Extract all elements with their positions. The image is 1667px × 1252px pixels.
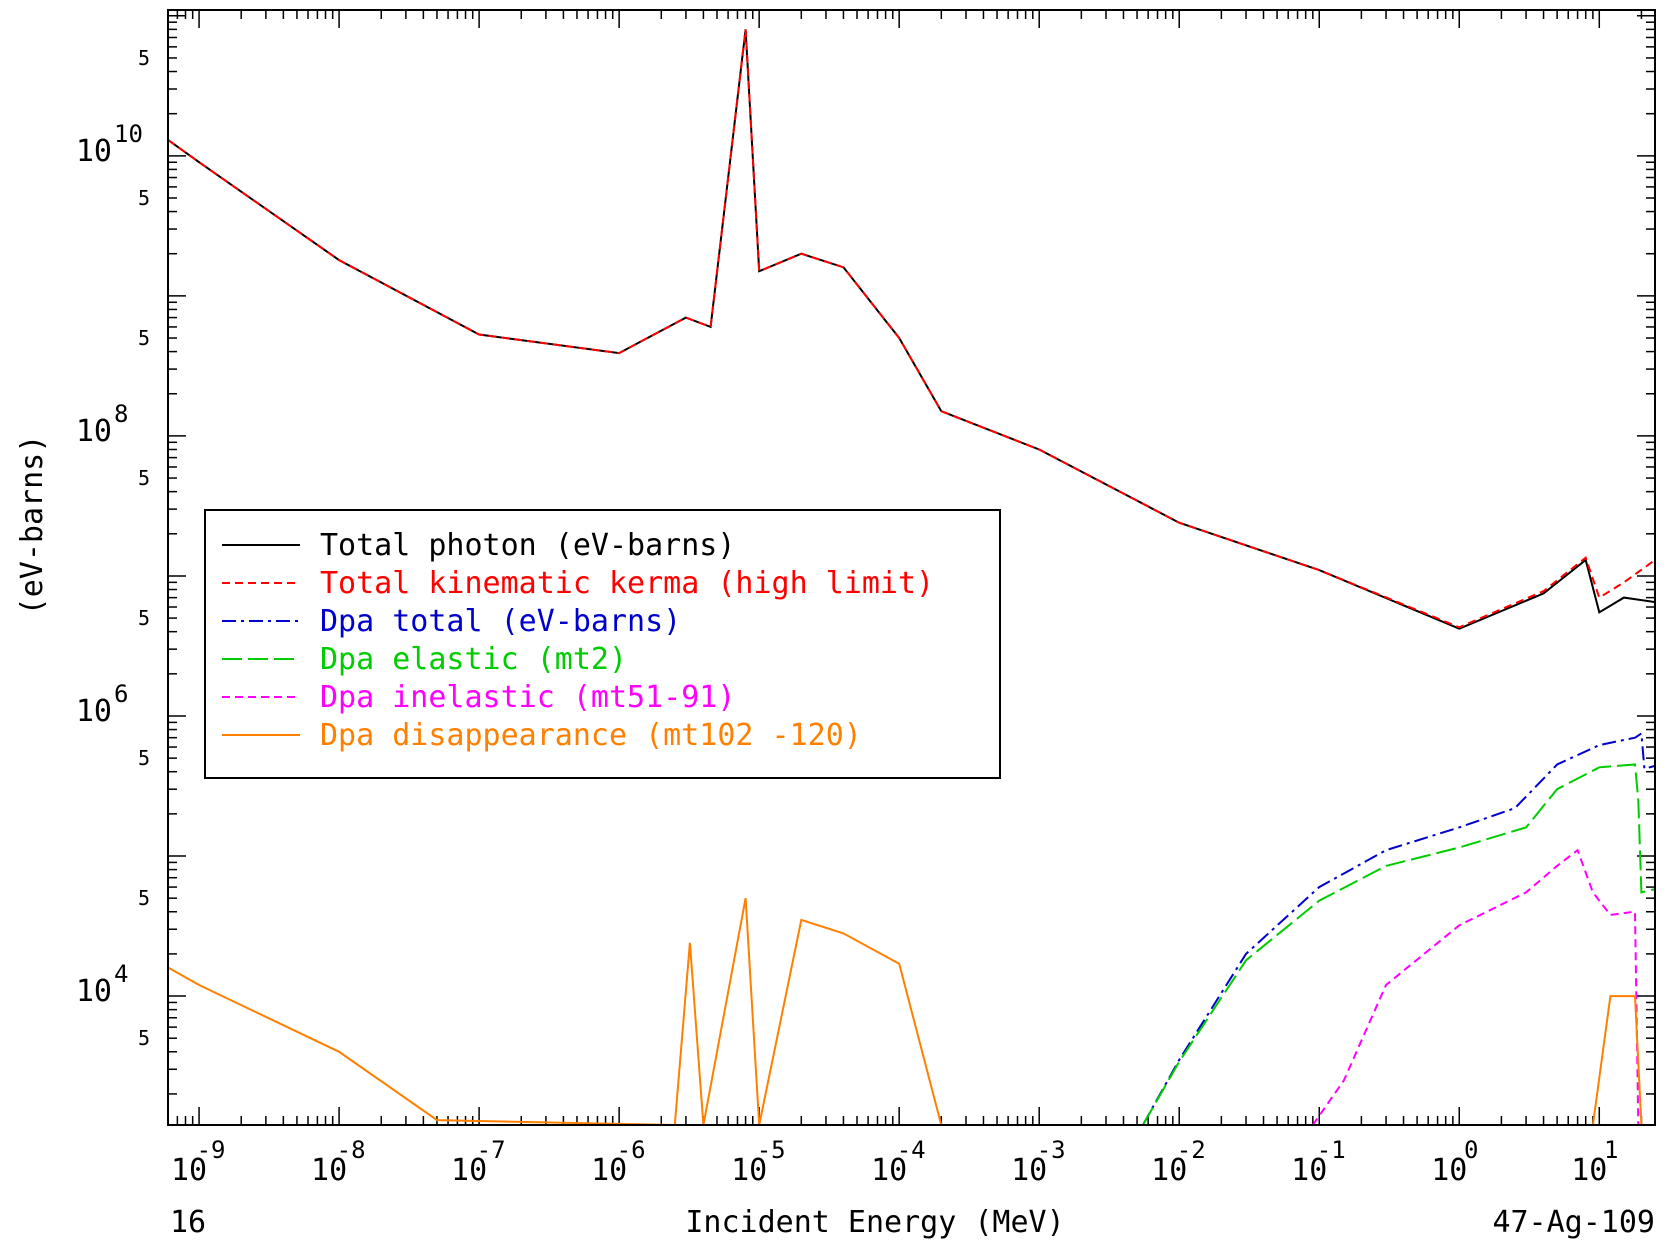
x-tick-label-base: 10 [171, 1153, 207, 1188]
x-tick-label-base: 10 [1151, 1153, 1187, 1188]
y-minor-label: 5 [138, 606, 150, 630]
x-tick-label-base: 10 [591, 1153, 627, 1188]
y-tick-label-exp: 6 [114, 680, 128, 708]
legend-box [204, 509, 1001, 779]
legend-label: Dpa elastic (mt2) [320, 642, 627, 677]
series-line-5 [168, 898, 1643, 1125]
x-tick-label-exp: 1 [1604, 1136, 1618, 1164]
footer-right: 47-Ag-109 [1492, 1205, 1655, 1240]
x-axis-label: Incident Energy (MeV) [685, 1205, 1064, 1240]
x-tick-label-base: 10 [871, 1153, 907, 1188]
y-minor-label: 5 [138, 46, 150, 70]
x-tick-label-base: 10 [1571, 1153, 1607, 1188]
x-tick-label-exp: -1 [1317, 1136, 1346, 1164]
series-line-3 [1142, 763, 1655, 1125]
y-minor-label: 5 [138, 746, 150, 770]
y-tick-label-base: 10 [76, 694, 112, 729]
x-tick-label-exp: -3 [1037, 1136, 1066, 1164]
axis-ticks [167, 10, 1655, 1125]
y-minor-label: 5 [138, 466, 150, 490]
legend-label: Dpa disappearance (mt102 -120) [320, 718, 862, 753]
x-tick-label-exp: -5 [757, 1136, 786, 1164]
x-tick-label-exp: -9 [197, 1136, 226, 1164]
x-tick-label-base: 10 [731, 1153, 767, 1188]
x-tick-label-base: 10 [451, 1153, 487, 1188]
x-tick-label-base: 10 [1011, 1153, 1047, 1188]
y-axis-label: (eV-barns) [15, 435, 50, 616]
y-tick-label-base: 10 [76, 974, 112, 1009]
x-tick-labels: 10-910-810-710-610-510-410-310-210-11001… [171, 1136, 1619, 1188]
series-line-1 [168, 29, 1655, 629]
legend: Total photon (eV-barns)Total kinematic k… [204, 509, 1001, 779]
y-minor-label: 5 [138, 326, 150, 350]
legend-label: Total kinematic kerma (high limit) [320, 566, 934, 601]
y-minor-label: 5 [138, 186, 150, 210]
y-tick-label-base: 10 [76, 414, 112, 449]
y-minor-label: 5 [138, 886, 150, 910]
plot-frame [167, 9, 1656, 1126]
footer-left: 16 [170, 1205, 206, 1240]
x-tick-label-exp: -6 [617, 1136, 646, 1164]
x-tick-label-exp: -2 [1177, 1136, 1206, 1164]
x-tick-label-exp: -7 [477, 1136, 506, 1164]
series-line-2 [1142, 731, 1655, 1125]
x-tick-label-exp: -8 [337, 1136, 366, 1164]
series-line-4 [1311, 848, 1640, 1125]
x-tick-label-base: 10 [1431, 1153, 1467, 1188]
x-tick-label-exp: 0 [1464, 1136, 1478, 1164]
y-minor-label: 5 [138, 1026, 150, 1050]
y-tick-label-exp: 4 [114, 960, 128, 988]
y-tick-label-exp: 10 [114, 120, 143, 148]
x-tick-label-exp: -4 [897, 1136, 926, 1164]
y-tick-label-exp: 8 [114, 400, 128, 428]
x-tick-label-base: 10 [1291, 1153, 1327, 1188]
y-tick-label-base: 10 [76, 134, 112, 169]
legend-label: Dpa inelastic (mt51-91) [320, 680, 735, 715]
legend-label: Total photon (eV-barns) [320, 528, 735, 563]
series-layer [168, 29, 1655, 1125]
x-tick-label-base: 10 [311, 1153, 347, 1188]
legend-label: Dpa total (eV-barns) [320, 604, 681, 639]
